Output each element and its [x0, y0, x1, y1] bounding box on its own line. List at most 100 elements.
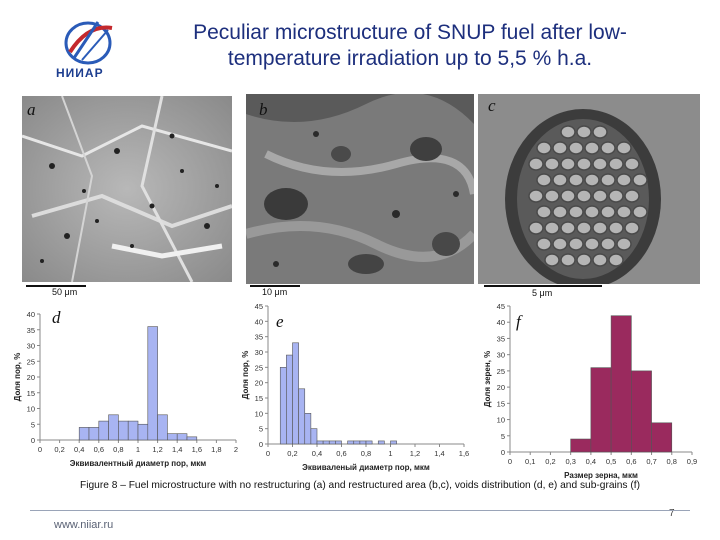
histogram-bar [78, 427, 90, 441]
histogram-bar [328, 440, 336, 445]
histogram-bar [590, 367, 612, 453]
grain [616, 205, 632, 219]
y-tick-label: 0 [259, 440, 263, 449]
grain [544, 189, 560, 203]
y-tick-label: 35 [27, 326, 35, 335]
grain [584, 173, 600, 187]
histogram-bar [570, 438, 592, 453]
grain [528, 221, 544, 235]
title-line-2: temperature irradiation up to 5,5 % h.a. [227, 47, 593, 70]
grain [552, 237, 568, 251]
histogram-bar [118, 420, 129, 441]
y-tick-label: 20 [255, 379, 263, 388]
x-tick-label: 0,5 [606, 457, 616, 466]
x-tick-label: 2 [234, 445, 238, 454]
histogram-bar [108, 414, 119, 441]
grain [584, 237, 600, 251]
grain [560, 125, 576, 139]
y-tick-label: 10 [497, 416, 505, 425]
page-number: 7 [669, 508, 675, 519]
x-tick-label: 0,8 [667, 457, 677, 466]
histogram-bar [157, 414, 168, 441]
scale-label-a: 50 μm [52, 287, 78, 297]
grain [568, 141, 584, 155]
y-tick-label: 45 [497, 302, 505, 311]
grain [608, 157, 624, 171]
y-tick-label: 45 [255, 302, 263, 311]
grain [560, 157, 576, 171]
grain [536, 173, 552, 187]
y-tick-label: 20 [497, 383, 505, 392]
logo-text: НИИАР [56, 66, 104, 80]
histogram-bar [390, 440, 397, 445]
grain [552, 205, 568, 219]
grain [576, 189, 592, 203]
grain [632, 205, 648, 219]
grain [560, 253, 576, 267]
histogram-bar [322, 440, 330, 445]
grain [568, 173, 584, 187]
histogram-bar [359, 440, 367, 445]
y-tick-label: 0 [31, 436, 35, 445]
x-tick-label: 1,6 [459, 449, 469, 458]
histogram-bar [304, 413, 312, 445]
grain [616, 237, 632, 251]
grain [592, 253, 608, 267]
y-tick-label: 5 [31, 420, 35, 429]
x-tick-label: 0 [38, 445, 42, 454]
scale-label-b: 10 μm [262, 287, 288, 297]
footer-url: www.niiar.ru [54, 519, 114, 531]
histogram-bar [310, 428, 318, 445]
x-tick-label: 0,4 [74, 445, 84, 454]
grain [616, 141, 632, 155]
x-axis-label: Размер зерна, мкм [564, 471, 638, 480]
grain [616, 173, 632, 187]
histogram-bar [651, 422, 673, 453]
grain [584, 205, 600, 219]
histogram-e: 0 5 10 15 20 25 30 35 40 45 0 0,2 0,4 0,6 0,8 1 1,2 1,4 1,… [241, 302, 469, 472]
micrograph-a [22, 96, 232, 282]
x-tick-label: 1 [136, 445, 140, 454]
histogram-bar [298, 388, 306, 445]
institute-logo [52, 18, 132, 80]
grain [608, 253, 624, 267]
x-tick-label: 1,4 [434, 449, 444, 458]
x-tick-label: 0,2 [287, 449, 297, 458]
x-axis-label: Эквивалентный диаметр пор, мкм [70, 459, 206, 468]
y-tick-label: 15 [497, 399, 505, 408]
grain [576, 253, 592, 267]
x-tick-label: 1 [388, 449, 392, 458]
histogram-bar [176, 433, 188, 441]
x-tick-label: 0 [508, 457, 512, 466]
histogram-bar [365, 440, 373, 445]
grain [552, 173, 568, 187]
histogram-bar [286, 354, 293, 445]
grain [528, 189, 544, 203]
grain [544, 221, 560, 235]
y-tick-label: 30 [27, 342, 35, 351]
x-tick-label: 0,8 [113, 445, 123, 454]
figure-caption: Figure 8 – Fuel microstructure with no r… [80, 480, 640, 491]
y-tick-label: 25 [27, 357, 35, 366]
grain [560, 221, 576, 235]
slide-title: Peculiar microstructure of SNUP fuel aft… [140, 20, 680, 72]
histogram-bar [377, 440, 385, 445]
histogram-f: 0 5 10 15 20 25 30 35 40 45 0 0,1 0,2 0,3 0,4 0,5 0,6 0,7… [483, 302, 697, 480]
grain [584, 141, 600, 155]
x-tick-label: 1,2 [410, 449, 420, 458]
y-tick-label: 15 [27, 389, 35, 398]
x-tick-label: 0,6 [336, 449, 346, 458]
grain [576, 157, 592, 171]
grain [592, 125, 608, 139]
histogram-bar [631, 370, 652, 453]
x-tick-label: 0 [266, 449, 270, 458]
x-tick-label: 0,8 [361, 449, 371, 458]
histogram-bar [292, 342, 299, 445]
histogram-bar [88, 427, 100, 441]
grain [592, 157, 608, 171]
title-line-1: Peculiar microstructure of SNUP fuel aft… [193, 21, 627, 44]
footer-divider [30, 510, 690, 511]
grain [536, 237, 552, 251]
histogram-bar [167, 433, 178, 441]
x-tick-label: 1,4 [172, 445, 182, 454]
